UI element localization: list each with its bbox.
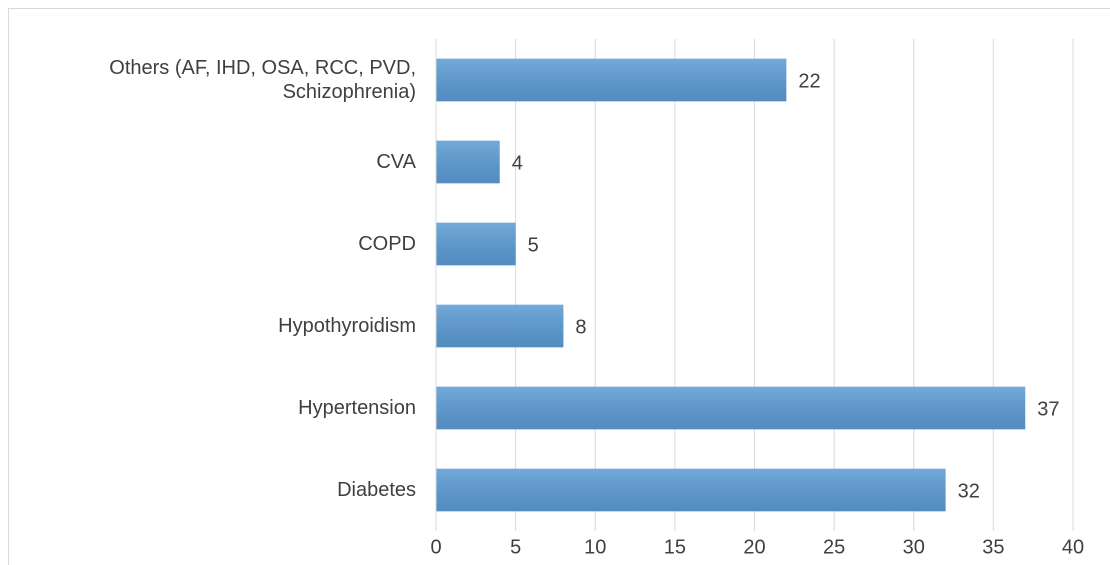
y-tick-label: Diabetes [337,479,416,501]
x-tick-label: 0 [430,536,441,558]
bar-shade [436,140,500,184]
y-tick-label: CVA [376,151,416,173]
value-label: 22 [798,70,820,92]
bar-shade [436,386,1026,430]
x-tick-label: 40 [1062,536,1084,558]
x-tick-label: 25 [823,536,845,558]
y-tick-label: COPD [358,233,416,255]
value-label: 8 [575,316,586,338]
bar-shade [436,58,787,102]
y-tick-label: Hypothyroidism [278,315,416,337]
y-tick-label: Others (AF, IHD, OSA, RCC, PVD, Schizoph… [109,57,416,103]
bar-shade [436,468,946,512]
y-tick-label: Hypertension [298,397,416,419]
x-tick-label: 10 [584,536,606,558]
x-tick-label: 30 [903,536,925,558]
bar-shade [436,222,516,266]
x-tick-label: 35 [982,536,1004,558]
value-label: 5 [528,234,539,256]
chart-border [8,8,1110,565]
value-label: 4 [512,152,523,174]
x-tick-label: 20 [743,536,765,558]
x-tick-label: 15 [664,536,686,558]
value-label: 37 [1037,398,1059,420]
bar-shade [436,304,564,348]
value-label: 32 [958,480,980,502]
x-tick-label: 5 [510,536,521,558]
